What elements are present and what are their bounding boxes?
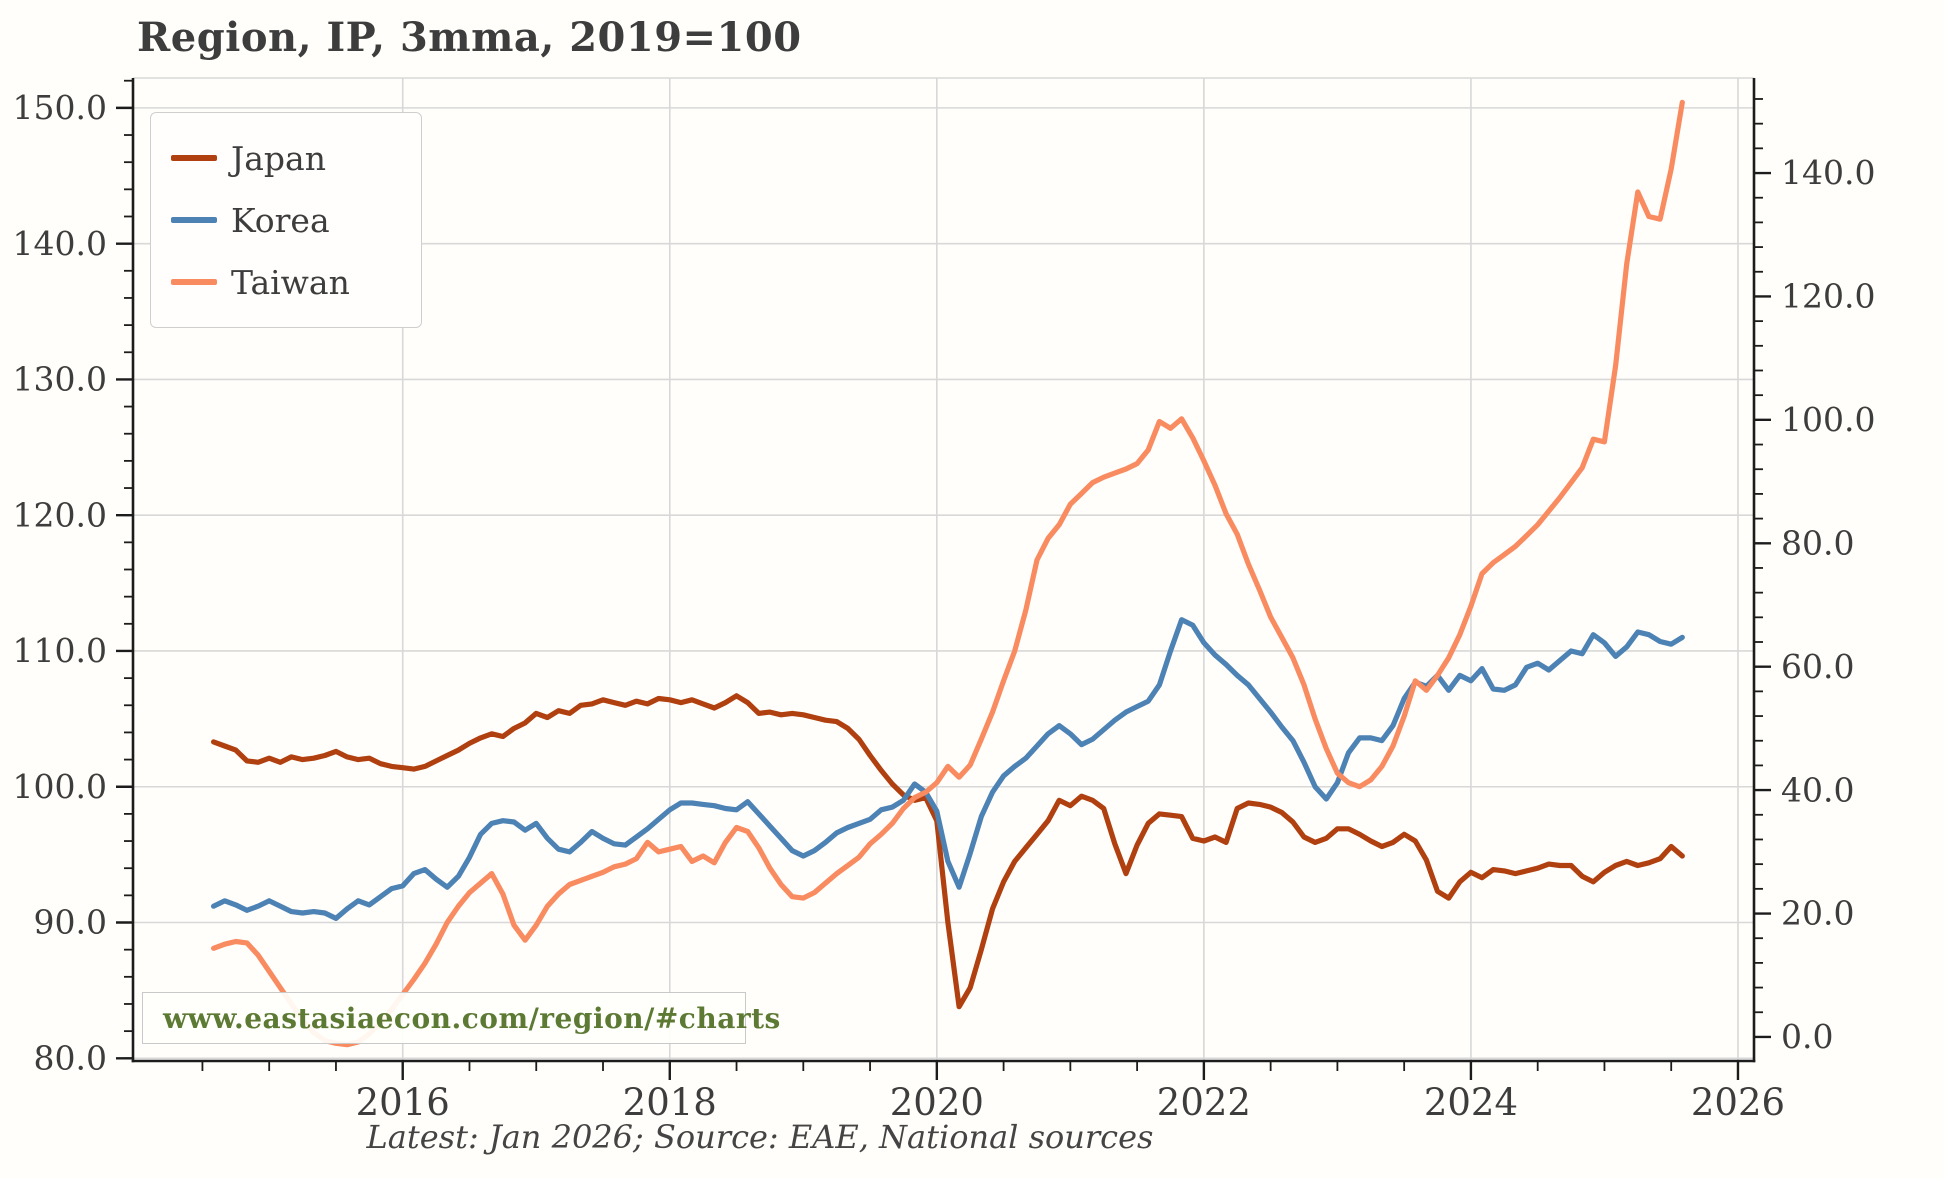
- x-tick-label: 2020: [890, 1081, 984, 1124]
- legend: Japan Korea Taiwan: [150, 112, 422, 328]
- right-tick-label: 140.0: [1781, 153, 1875, 192]
- right-tick-label: 0.0: [1781, 1017, 1833, 1056]
- right-tick-label: 60.0: [1781, 647, 1854, 686]
- left-tick-label: 130.0: [13, 360, 107, 399]
- series-lines: [211, 99, 1685, 1048]
- left-tick-label: 100.0: [13, 767, 107, 806]
- legend-swatch-taiwan: [171, 279, 217, 285]
- right-tick-label: 40.0: [1781, 770, 1854, 809]
- x-tick-label: 2024: [1424, 1081, 1518, 1124]
- left-tick-label: 150.0: [13, 88, 107, 127]
- legend-label: Taiwan: [231, 262, 350, 302]
- left-tick-label: 120.0: [13, 495, 107, 534]
- legend-item-japan: Japan: [151, 127, 421, 189]
- series-line-japan: [211, 693, 1685, 1010]
- right-tick-label: 20.0: [1781, 894, 1854, 933]
- left-tick-label: 110.0: [13, 631, 107, 670]
- left-tick-label: 80.0: [34, 1039, 107, 1078]
- minor-ticks: [124, 79, 1763, 1071]
- legend-label: Korea: [231, 200, 330, 240]
- left-tick-label: 90.0: [34, 903, 107, 942]
- right-tick-label: 80.0: [1781, 523, 1854, 562]
- gridlines: [133, 77, 1754, 1061]
- series-line-taiwan: [211, 99, 1685, 1048]
- legend-swatch-japan: [171, 155, 217, 161]
- legend-item-taiwan: Taiwan: [151, 251, 421, 313]
- legend-label: Japan: [231, 138, 326, 178]
- left-tick-label: 140.0: [13, 224, 107, 263]
- x-tick-label: 2026: [1691, 1081, 1785, 1124]
- chart-title: Region, IP, 3mma, 2019=100: [137, 14, 802, 61]
- x-tick-label: 2016: [356, 1081, 450, 1124]
- source-caption: Latest: Jan 2026; Source: EAE, National …: [366, 1118, 1154, 1156]
- legend-item-korea: Korea: [151, 189, 421, 251]
- x-tick-label: 2022: [1157, 1081, 1251, 1124]
- watermark-url: www.eastasiaecon.com/region/#charts: [163, 1001, 781, 1035]
- tick-labels: 80.0 90.0 100.0 110.0 120.0 130.0 140.0 150.0 0.…: [13, 88, 1876, 1124]
- right-tick-label: 100.0: [1781, 400, 1875, 439]
- right-tick-label: 120.0: [1781, 277, 1875, 316]
- legend-swatch-korea: [171, 217, 217, 223]
- x-tick-label: 2018: [623, 1081, 717, 1124]
- watermark-box: www.eastasiaecon.com/region/#charts: [142, 992, 780, 1044]
